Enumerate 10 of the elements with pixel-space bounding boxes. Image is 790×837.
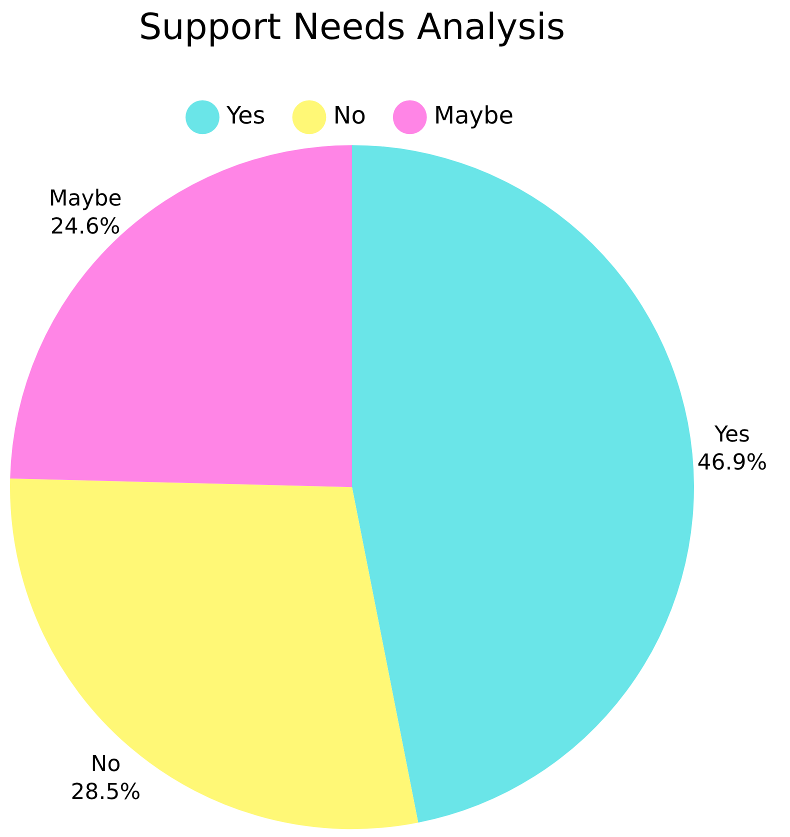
legend-label: Yes: [226, 101, 266, 130]
data-label: 28.5%: [70, 780, 141, 805]
data-label: 24.6%: [50, 214, 120, 240]
chart-title: Support Needs Analysis: [138, 6, 566, 48]
slice-label: Yes: [713, 422, 750, 448]
legend-label: Maybe: [434, 101, 514, 130]
slice-label: No: [90, 752, 121, 777]
slice-label: Maybe: [48, 186, 122, 212]
data-label: 46.9%: [697, 450, 768, 476]
legend-label: No: [333, 101, 366, 130]
